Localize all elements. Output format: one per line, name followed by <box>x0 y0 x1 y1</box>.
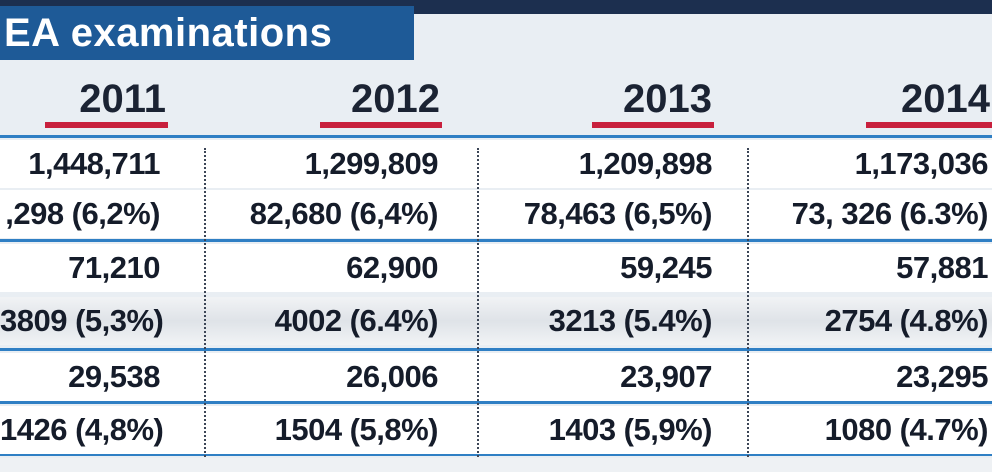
title-banner: EA examinations <box>0 6 414 60</box>
table-bottom-rule <box>0 454 992 456</box>
table-cell: 23,907 <box>620 359 712 394</box>
column-divider <box>747 148 749 460</box>
table-cell: 1,173,036 <box>854 146 989 181</box>
table-cell: 73, 326 (6.3%) <box>791 196 989 231</box>
table-cell: 1426 (4,8%) <box>0 412 164 447</box>
table-cell: 3213 (5.4%) <box>548 303 713 338</box>
year-header-row: 2011 2012 2013 2014 <box>0 60 992 132</box>
table-cell: 1080 (4.7%) <box>824 412 989 447</box>
table-row: 3809 (5,3%) 4002 (6.4%) 3213 (5.4%) 2754… <box>0 297 992 345</box>
table-group-rule <box>0 348 992 351</box>
table-cell: 1,299,809 <box>304 146 439 181</box>
results-table: 1,448,711 1,299,809 1,209,898 1,173,036 … <box>0 135 992 456</box>
year-underline-2011 <box>45 122 168 128</box>
table-row: 71,210 62,900 59,245 57,881 <box>0 244 992 292</box>
page-title: EA examinations <box>4 11 333 55</box>
table-cell: 1,448,711 <box>28 146 160 181</box>
table-cell: 1403 (5,9%) <box>548 412 713 447</box>
table-cell: 4002 (6.4%) <box>274 303 439 338</box>
year-header-2014: 2014 <box>901 77 990 121</box>
year-underline-2014 <box>866 122 992 128</box>
table-cell: 3809 (5,3%) <box>0 303 164 338</box>
table-row: 29,538 26,006 23,907 23,295 <box>0 353 992 401</box>
table-cell: 23,295 <box>896 359 988 394</box>
table-cell: 82,680 (6,4%) <box>249 196 439 231</box>
table-top-rule <box>0 135 992 138</box>
table-cell: 1504 (5,8%) <box>274 412 439 447</box>
table-cell: 59,245 <box>620 250 712 285</box>
table-cell: 62,900 <box>346 250 438 285</box>
table-row: 1,448,711 1,299,809 1,209,898 1,173,036 <box>0 140 992 188</box>
table-row: 1426 (4,8%) 1504 (5,8%) 1403 (5,9%) 1080… <box>0 406 992 454</box>
column-divider <box>477 148 479 460</box>
year-underline-2013 <box>592 122 714 128</box>
table-cell: ,298 (6,2%) <box>5 196 160 231</box>
year-header-2013: 2013 <box>623 77 712 121</box>
table-cell: 29,538 <box>68 359 160 394</box>
table-row: ,298 (6,2%) 82,680 (6,4%) 78,463 (6,5%) … <box>0 190 992 238</box>
table-cell: 57,881 <box>896 250 988 285</box>
table-cell: 78,463 (6,5%) <box>523 196 713 231</box>
table-group-rule <box>0 401 992 404</box>
table-cell: 71,210 <box>68 250 160 285</box>
table-cell: 2754 (4.8%) <box>824 303 989 338</box>
table-cell: 1,209,898 <box>578 146 713 181</box>
column-divider <box>204 148 206 460</box>
bottom-margin <box>0 458 992 472</box>
table-group-rule <box>0 239 992 242</box>
year-header-2012: 2012 <box>351 77 440 121</box>
year-header-2011: 2011 <box>79 77 166 121</box>
table-cell: 26,006 <box>346 359 438 394</box>
year-underline-2012 <box>320 122 442 128</box>
